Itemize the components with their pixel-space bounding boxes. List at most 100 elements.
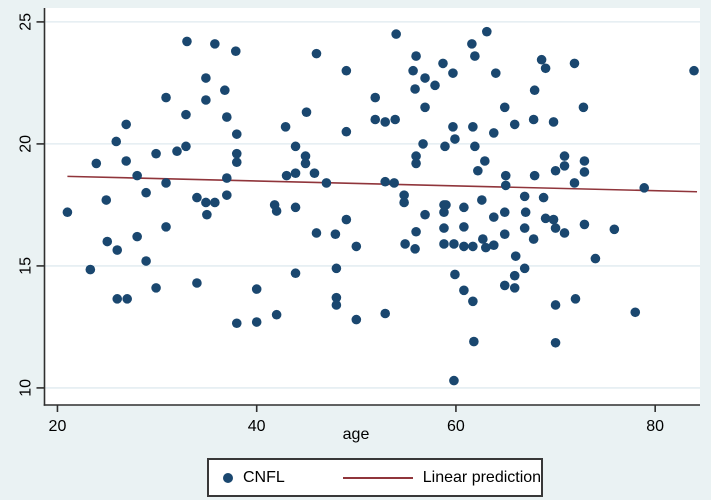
x-tick-label: 60 [447, 418, 465, 435]
data-point [519, 191, 530, 202]
data-point [280, 122, 291, 132]
data-point [400, 239, 410, 249]
data-point [141, 187, 151, 198]
data-point [201, 73, 211, 83]
data-point [420, 102, 430, 113]
data-point [540, 213, 551, 224]
data-point [161, 178, 171, 188]
data-point [480, 156, 490, 166]
data-point [529, 170, 540, 181]
data-point [62, 207, 73, 218]
data-point [559, 161, 570, 171]
data-point [548, 117, 559, 127]
data-point [590, 253, 601, 264]
data-point [231, 157, 242, 168]
data-point [639, 183, 650, 193]
data-point [420, 73, 430, 83]
x-tick-label: 40 [248, 418, 266, 435]
data-point [112, 245, 123, 255]
data-point [579, 156, 590, 166]
data-point [528, 234, 539, 244]
data-point [290, 168, 301, 178]
legend: CNFL Linear prediction [207, 458, 543, 497]
data-point [550, 223, 561, 233]
data-point [449, 375, 459, 386]
prediction-line-icon [342, 476, 413, 479]
legend-label-cnfl: CNFL [243, 468, 285, 486]
data-point [271, 309, 282, 320]
data-point [161, 92, 171, 103]
data-point [468, 122, 478, 132]
data-point [102, 236, 113, 247]
data-point [201, 95, 211, 105]
data-point [473, 165, 483, 176]
data-point [231, 148, 242, 159]
plot-area [44, 8, 700, 405]
data-point [499, 207, 510, 218]
data-point [509, 270, 520, 281]
data-point [309, 168, 320, 178]
data-point [468, 241, 478, 252]
data-point [121, 119, 131, 130]
data-point [569, 178, 580, 188]
data-point [499, 229, 510, 239]
data-point [528, 114, 539, 125]
data-point [510, 251, 521, 261]
data-point [550, 337, 561, 348]
data-point [300, 151, 311, 161]
data-point [439, 239, 449, 249]
data-point [222, 190, 232, 200]
data-point [112, 294, 123, 304]
data-point [499, 102, 510, 113]
data-point [411, 158, 421, 169]
data-point [482, 26, 492, 37]
data-point [630, 307, 641, 318]
data-point [281, 170, 292, 181]
data-point [141, 256, 151, 266]
data-point [331, 292, 342, 303]
data-point [370, 92, 381, 103]
data-point [440, 141, 450, 152]
y-tick-label: 20 [18, 135, 35, 153]
data-point [470, 141, 480, 152]
data-point [529, 85, 540, 96]
gridlines [44, 21, 700, 389]
data-point [459, 202, 469, 213]
data-points [62, 26, 699, 386]
data-point [500, 170, 511, 181]
data-point [570, 294, 581, 304]
data-point [469, 336, 479, 347]
data-point [91, 158, 102, 169]
data-point [410, 84, 420, 94]
data-point [321, 178, 332, 188]
data-point [222, 112, 232, 122]
data-point [391, 29, 401, 39]
data-point [341, 126, 352, 137]
data-point [132, 231, 142, 242]
legend-label-linear-prediction: Linear prediction [422, 468, 542, 486]
data-point [192, 192, 202, 203]
data-point [559, 151, 570, 161]
data-point [536, 54, 547, 65]
y-tick-label: 15 [18, 257, 35, 275]
data-point [389, 178, 399, 188]
data-point [380, 176, 391, 187]
x-tick-label: 80 [646, 418, 664, 435]
data-point [85, 264, 96, 275]
data-point [271, 206, 282, 216]
data-point [220, 85, 230, 96]
x-tick-label: 20 [49, 418, 67, 435]
data-point [210, 197, 220, 208]
data-point [459, 241, 469, 252]
data-point [540, 63, 551, 74]
data-point [500, 180, 511, 191]
data-point [251, 317, 262, 327]
data-point [351, 314, 362, 325]
data-point [101, 195, 112, 205]
data-point [408, 65, 418, 76]
data-point [341, 214, 352, 225]
data-point [330, 229, 341, 239]
data-point [509, 283, 520, 293]
axes: 10 15 20 25 20 40 60 80 [18, 8, 700, 435]
